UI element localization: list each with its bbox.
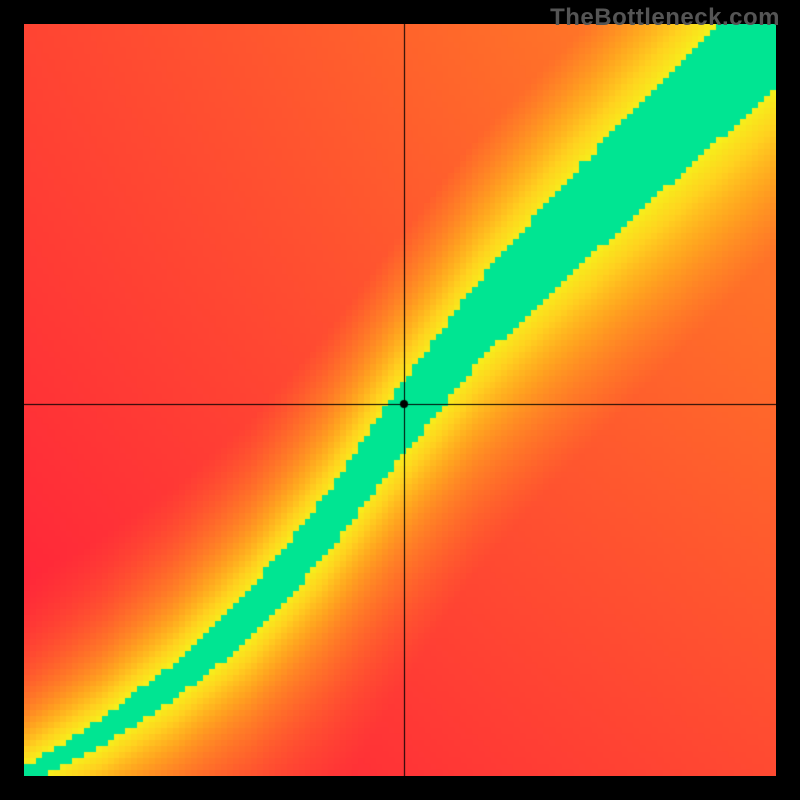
watermark-label: TheBottleneck.com	[550, 4, 780, 32]
chart-container: TheBottleneck.com	[0, 0, 800, 800]
bottleneck-heatmap	[24, 24, 776, 776]
